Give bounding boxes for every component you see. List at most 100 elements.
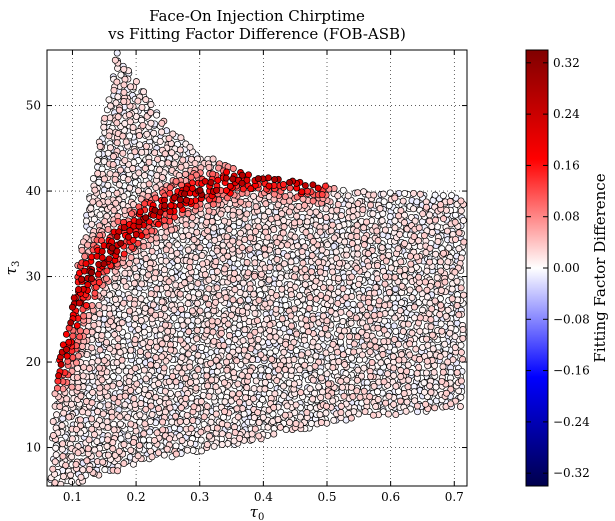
- scatter-point: [441, 340, 449, 348]
- scatter-point: [73, 425, 80, 433]
- scatter-point: [59, 440, 67, 448]
- scatter-point: [454, 296, 462, 304]
- scatter-point: [348, 273, 356, 281]
- scatter-point: [205, 163, 213, 171]
- scatter-point: [204, 227, 211, 235]
- scatter-point: [341, 361, 349, 369]
- scatter-point: [131, 265, 139, 273]
- scatter-point: [416, 190, 424, 198]
- scatter-point: [91, 289, 99, 297]
- scatter-point: [179, 156, 187, 164]
- scatter-point: [446, 329, 454, 337]
- scatter-point: [115, 380, 123, 388]
- scatter-point: [133, 380, 141, 388]
- scatter-point: [209, 155, 217, 163]
- scatter-point: [84, 241, 92, 249]
- scatter-point: [224, 320, 232, 328]
- scatter-point: [111, 56, 119, 64]
- scatter-point: [369, 411, 377, 419]
- scatter-point: [459, 355, 467, 363]
- scatter-point: [407, 260, 415, 268]
- scatter-point: [155, 405, 162, 413]
- scatter-point: [398, 282, 406, 290]
- scatter-point: [158, 353, 166, 361]
- scatter-point: [67, 471, 75, 479]
- scatter-point: [246, 285, 254, 293]
- scatter-point: [457, 207, 465, 215]
- scatter-point: [239, 337, 247, 345]
- scatter-point: [88, 425, 96, 433]
- scatter-point: [185, 328, 193, 336]
- scatter-point: [94, 157, 101, 164]
- scatter-point: [244, 352, 252, 360]
- scatter-point: [287, 312, 295, 320]
- scatter-point: [404, 361, 412, 369]
- scatter-point: [430, 368, 438, 376]
- scatter-point: [223, 358, 230, 366]
- scatter-point: [185, 293, 193, 301]
- y-axis-subscript: 3: [11, 261, 22, 267]
- scatter-point: [252, 377, 260, 385]
- scatter-point: [139, 268, 147, 276]
- scatter-point: [108, 413, 116, 421]
- scatter-point: [447, 400, 455, 408]
- scatter-point: [168, 226, 175, 234]
- scatter-point: [312, 208, 320, 216]
- scatter-point: [347, 414, 355, 422]
- scatter-point: [213, 424, 221, 432]
- scatter-point: [302, 228, 310, 236]
- scatter-point: [60, 409, 68, 417]
- scatter-point: [444, 358, 452, 366]
- scatter-point: [276, 321, 283, 329]
- scatter-point: [347, 319, 355, 327]
- scatter-point: [52, 451, 60, 459]
- scatter-point: [63, 352, 71, 360]
- scatter-point: [337, 409, 345, 416]
- scatter-point: [194, 366, 202, 374]
- scatter-point: [317, 394, 325, 401]
- scatter-point: [145, 158, 153, 166]
- scatter-point: [382, 295, 390, 303]
- scatter-point: [396, 267, 404, 275]
- scatter-point: [103, 418, 111, 426]
- scatter-point: [124, 413, 132, 421]
- scatter-point: [309, 315, 317, 323]
- scatter-point: [121, 156, 129, 164]
- scatter-point: [69, 332, 77, 340]
- scatter-point: [369, 210, 377, 218]
- scatter-point: [258, 270, 265, 278]
- scatter-point: [360, 364, 368, 372]
- scatter-point: [77, 392, 85, 400]
- scatter-point: [453, 369, 461, 377]
- scatter-point: [88, 328, 96, 336]
- scatter-point: [186, 363, 194, 371]
- scatter-point: [181, 279, 189, 287]
- scatter-point: [340, 327, 348, 335]
- scatter-point: [57, 361, 65, 369]
- scatter-point: [278, 210, 286, 218]
- x-axis-subscript: 0: [258, 512, 264, 521]
- scatter-point: [80, 312, 88, 320]
- scatter-point: [204, 311, 212, 319]
- scatter-point: [151, 206, 159, 214]
- scatter-point: [453, 277, 461, 285]
- scatter-point: [193, 335, 201, 343]
- scatter-point: [294, 242, 302, 250]
- scatter-point: [237, 198, 245, 206]
- scatter-point: [293, 330, 301, 338]
- scatter-point: [318, 374, 325, 382]
- scatter-point: [240, 346, 248, 354]
- scatter-point: [415, 363, 423, 371]
- scatter-point: [107, 317, 114, 325]
- scatter-point: [173, 249, 181, 257]
- x-tick-label: 0.3: [190, 490, 209, 504]
- scatter-point: [236, 321, 244, 329]
- scatter-point: [115, 367, 123, 375]
- scatter-point: [203, 218, 211, 226]
- scatter-point: [116, 348, 124, 356]
- scatter-point: [272, 333, 280, 341]
- scatter-point: [137, 400, 145, 407]
- scatter-point: [329, 364, 337, 372]
- scatter-point: [135, 169, 143, 177]
- scatter-point: [459, 326, 467, 333]
